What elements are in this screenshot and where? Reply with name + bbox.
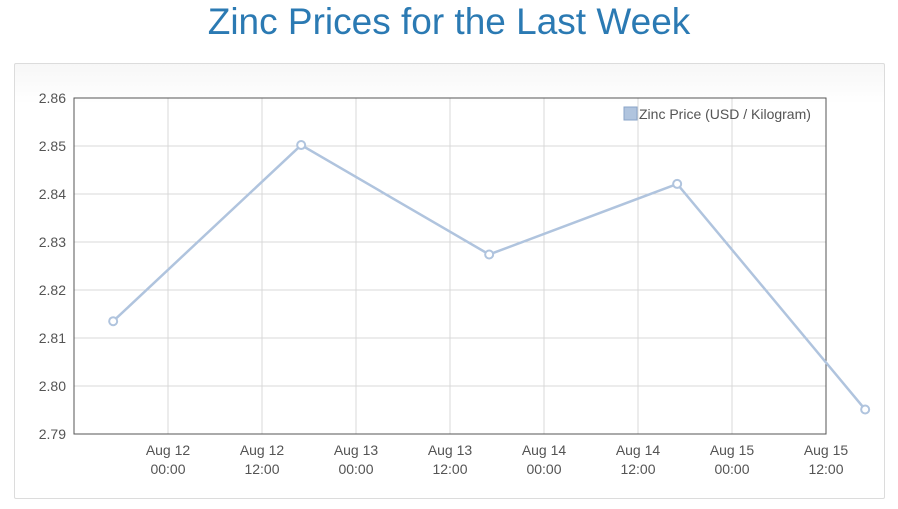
data-point[interactable] — [108, 316, 119, 327]
x-tick-label: 12:00 — [620, 461, 655, 477]
y-tick-label: 2.83 — [39, 234, 66, 250]
data-point[interactable] — [860, 404, 871, 415]
x-tick-label: Aug 13 — [334, 442, 379, 458]
legend[interactable]: Zinc Price (USD / Kilogram) — [623, 106, 811, 122]
data-point[interactable] — [672, 178, 683, 189]
x-tick-label: 12:00 — [244, 461, 279, 477]
x-tick-label: Aug 15 — [710, 442, 755, 458]
plot-area — [73, 97, 827, 435]
y-tick-label: 2.79 — [39, 426, 66, 442]
x-tick-label: Aug 14 — [522, 442, 567, 458]
page-title: Zinc Prices for the Last Week — [207, 1, 691, 42]
y-tick-label: 2.84 — [39, 186, 66, 202]
x-axis-ticks: Aug 12 00:00 Aug 12 12:00 Aug 13 00:00 Aug 13 1… — [146, 442, 849, 477]
x-tick-label: 00:00 — [150, 461, 185, 477]
y-tick-label: 2.80 — [39, 378, 66, 394]
x-tick-label: 00:00 — [526, 461, 561, 477]
y-tick-label: 2.86 — [39, 90, 66, 106]
y-tick-label: 2.82 — [39, 282, 66, 298]
x-tick-label: 12:00 — [808, 461, 843, 477]
series-layer — [108, 140, 871, 415]
grid-lines — [74, 97, 827, 435]
x-tick-label: 00:00 — [338, 461, 373, 477]
x-tick-label: Aug 12 — [240, 442, 285, 458]
y-tick-label: 2.81 — [39, 330, 66, 346]
x-tick-label: Aug 14 — [616, 442, 661, 458]
x-tick-label: Aug 12 — [146, 442, 191, 458]
x-tick-label: Aug 15 — [804, 442, 849, 458]
x-tick-label: 12:00 — [432, 461, 467, 477]
data-point[interactable] — [484, 249, 495, 260]
legend-swatch — [623, 106, 638, 121]
legend-label: Zinc Price (USD / Kilogram) — [639, 106, 811, 122]
y-axis-ticks: 2.86 2.85 2.84 2.83 2.82 2.81 2.80 2.79 — [39, 90, 66, 442]
x-tick-label: 00:00 — [714, 461, 749, 477]
data-point[interactable] — [296, 140, 307, 151]
y-tick-label: 2.85 — [39, 138, 66, 154]
x-tick-label: Aug 13 — [428, 442, 473, 458]
series-line — [112, 143, 867, 411]
